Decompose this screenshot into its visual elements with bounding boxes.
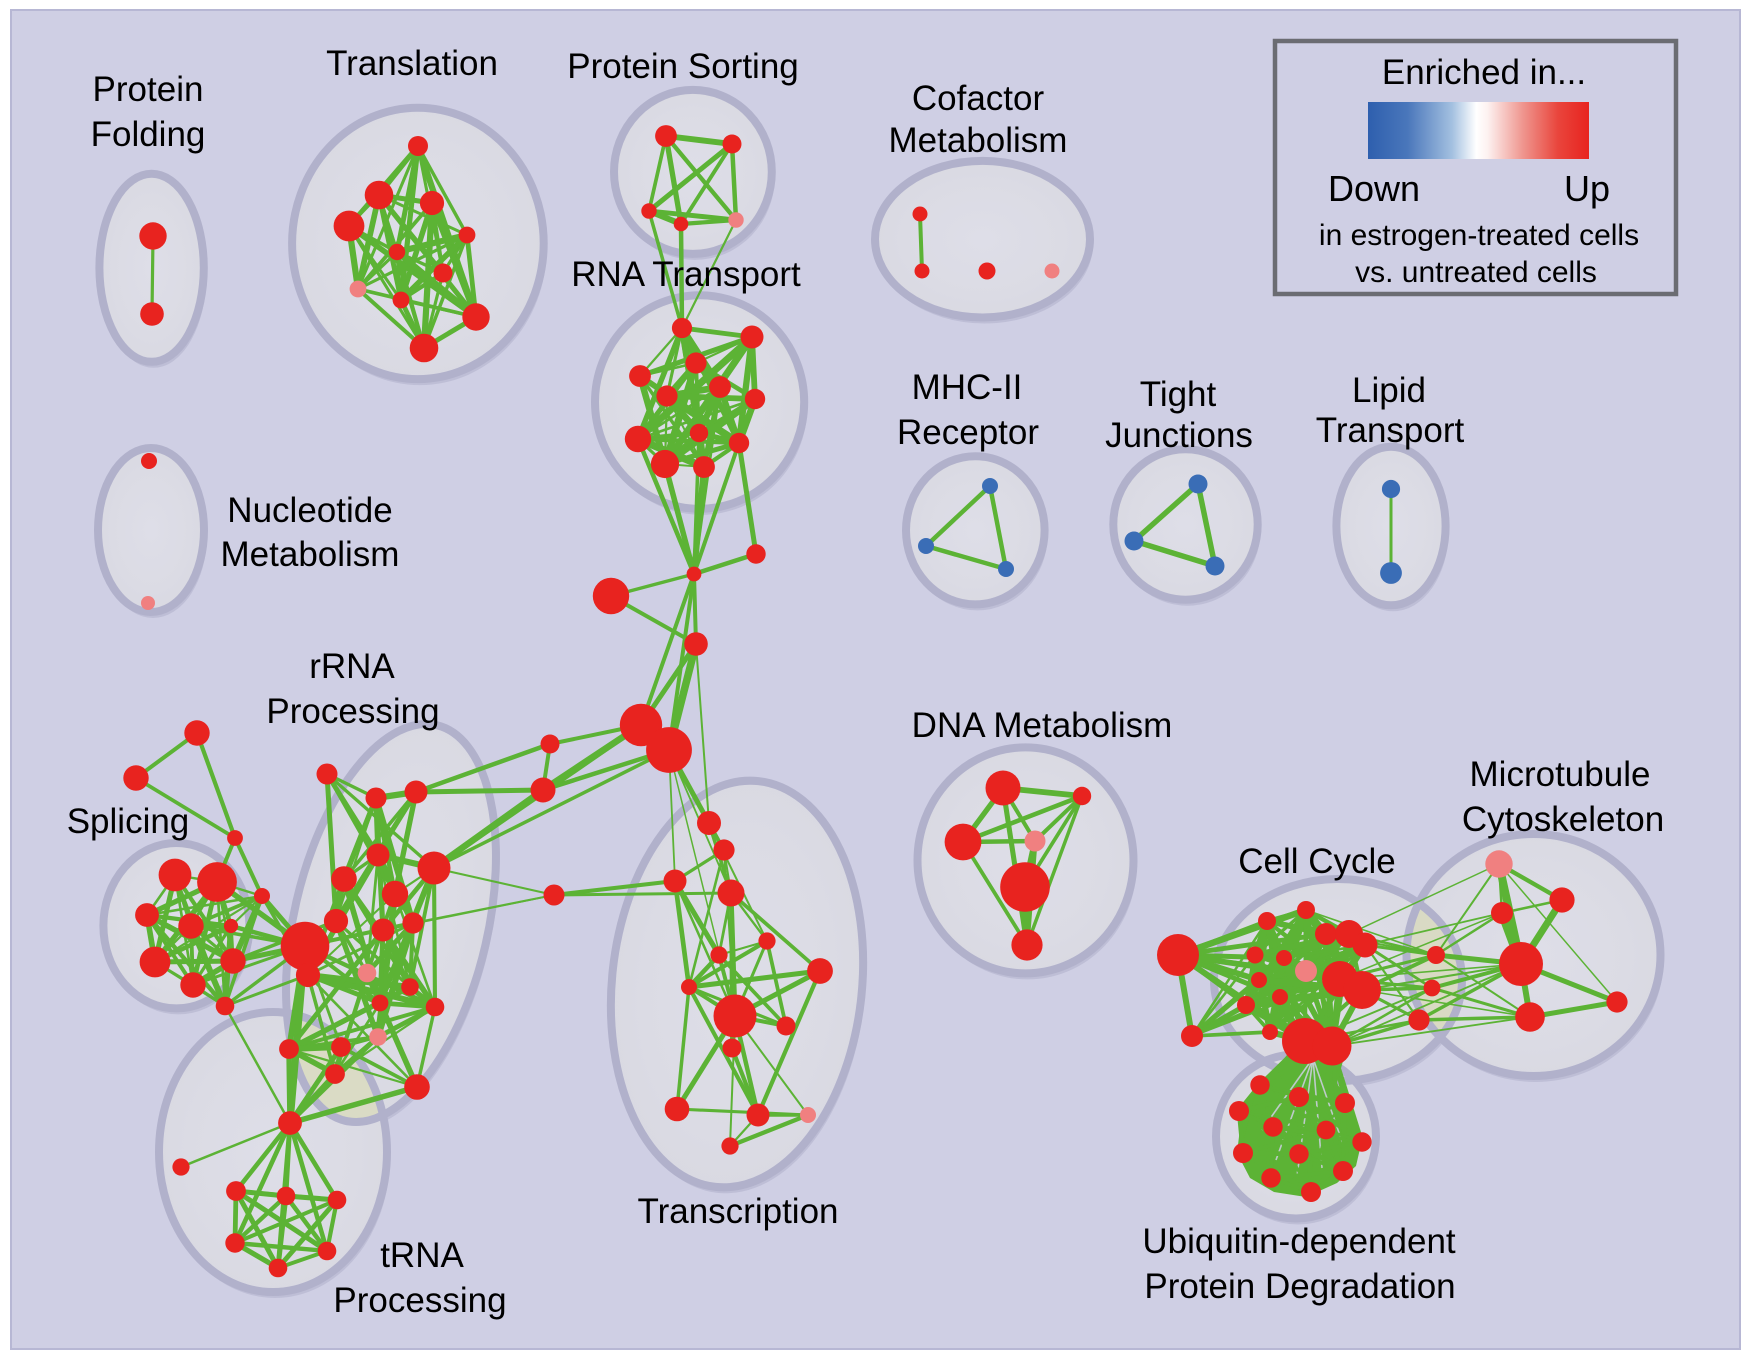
svg-text:Receptor: Receptor: [897, 413, 1039, 452]
svg-text:Tight: Tight: [1140, 375, 1217, 414]
svg-text:Translation: Translation: [326, 44, 498, 83]
svg-text:Enriched in...: Enriched in...: [1382, 53, 1586, 92]
svg-text:Protein Sorting: Protein Sorting: [567, 47, 799, 86]
svg-text:Ubiquitin-dependent: Ubiquitin-dependent: [1142, 1222, 1456, 1261]
svg-text:Up: Up: [1564, 168, 1610, 209]
svg-text:in estrogen-treated cells: in estrogen-treated cells: [1319, 219, 1639, 252]
svg-text:Processing: Processing: [266, 692, 439, 731]
svg-text:Metabolism: Metabolism: [221, 535, 400, 574]
svg-text:Junctions: Junctions: [1105, 416, 1253, 455]
svg-text:Down: Down: [1328, 168, 1420, 209]
svg-text:Protein: Protein: [93, 70, 204, 109]
svg-text:Microtubule: Microtubule: [1470, 755, 1651, 794]
svg-text:Cell Cycle: Cell Cycle: [1238, 842, 1396, 881]
svg-text:Nucleotide: Nucleotide: [227, 491, 392, 530]
svg-text:RNA Transport: RNA Transport: [571, 255, 801, 294]
svg-text:Transport: Transport: [1316, 411, 1465, 450]
svg-text:Folding: Folding: [91, 115, 206, 154]
svg-text:Splicing: Splicing: [67, 802, 190, 841]
svg-text:Cytoskeleton: Cytoskeleton: [1462, 800, 1664, 839]
svg-text:Cofactor: Cofactor: [912, 79, 1045, 118]
svg-text:MHC-II: MHC-II: [912, 368, 1023, 407]
svg-text:Processing: Processing: [333, 1281, 506, 1320]
svg-text:Protein Degradation: Protein Degradation: [1144, 1267, 1455, 1306]
svg-text:Metabolism: Metabolism: [889, 121, 1068, 160]
svg-text:DNA Metabolism: DNA Metabolism: [912, 706, 1173, 745]
svg-text:Transcription: Transcription: [638, 1192, 839, 1231]
svg-text:tRNA: tRNA: [380, 1236, 464, 1275]
svg-text:Lipid: Lipid: [1352, 371, 1426, 410]
svg-text:rRNA: rRNA: [309, 647, 395, 686]
svg-text:vs. untreated cells: vs. untreated cells: [1355, 256, 1597, 289]
